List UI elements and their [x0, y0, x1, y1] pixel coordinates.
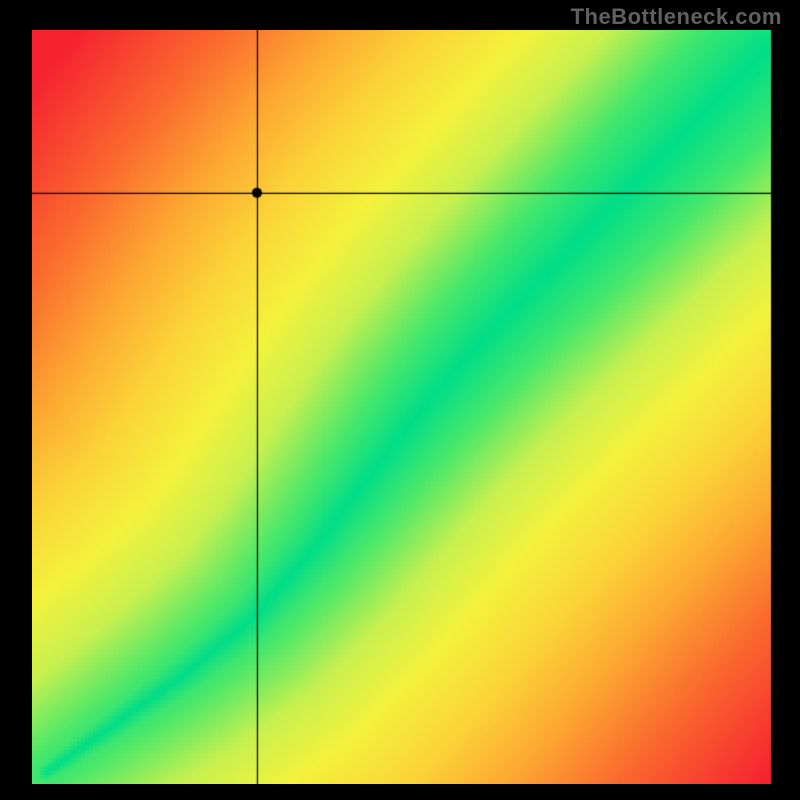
chart-container: TheBottleneck.com — [0, 0, 800, 800]
heatmap-canvas — [32, 30, 772, 784]
watermark-text: TheBottleneck.com — [571, 4, 782, 30]
